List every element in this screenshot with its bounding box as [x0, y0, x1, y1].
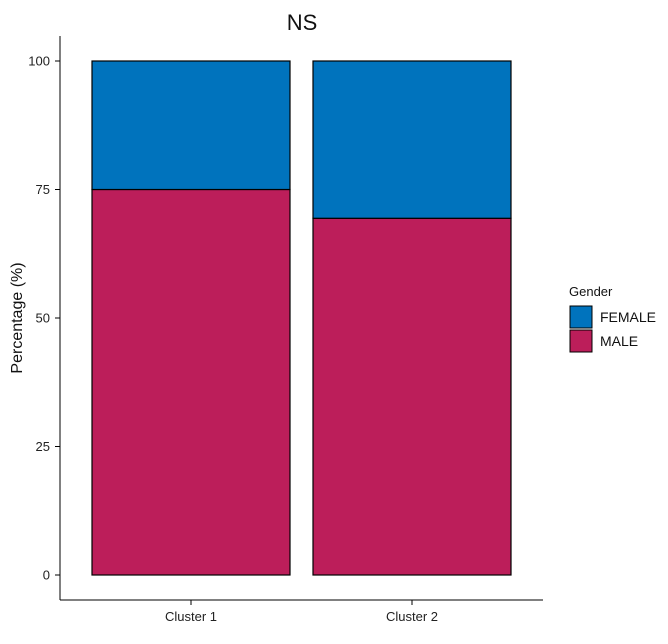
legend-label-male: MALE	[600, 333, 638, 349]
legend-title: Gender	[569, 284, 613, 299]
bar-segment-male-1	[91, 188, 291, 576]
y-tick-label: 100	[28, 54, 50, 69]
legend-swatch-male	[569, 329, 593, 353]
y-axis-title: Percentage (%)	[9, 262, 26, 373]
bar-segment-female-1	[91, 60, 291, 191]
x-axis-ticks: Cluster 1 Cluster 2	[165, 600, 438, 624]
bar-segment-female-2	[312, 60, 512, 219]
bar-segment-male-2	[312, 217, 512, 576]
y-tick-label: 25	[36, 439, 50, 454]
x-tick-label: Cluster 1	[165, 609, 217, 624]
legend-label-female: FEMALE	[600, 309, 656, 325]
plot-area	[91, 60, 512, 576]
y-tick-label: 0	[43, 568, 50, 583]
chart-title: NS	[287, 10, 318, 35]
x-tick-label: Cluster 2	[386, 609, 438, 624]
legend: Gender FEMALE MALE	[569, 284, 656, 353]
y-axis-ticks: 0 25 50 75 100	[28, 54, 60, 583]
y-tick-label: 75	[36, 182, 50, 197]
legend-swatch-female	[569, 305, 593, 329]
y-tick-label: 50	[36, 311, 50, 326]
